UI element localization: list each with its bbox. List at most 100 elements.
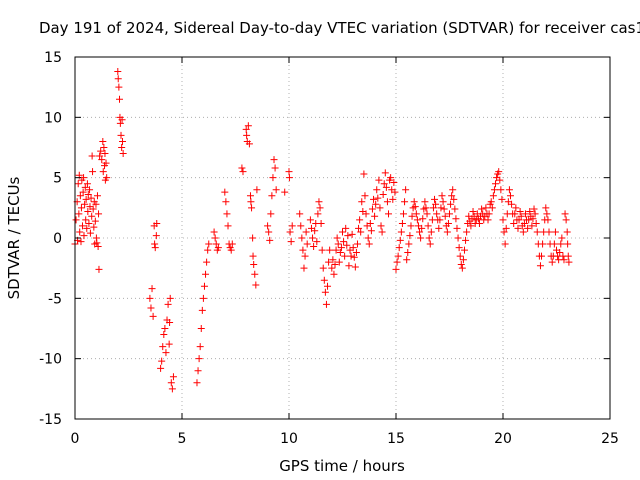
data-point xyxy=(250,261,258,269)
data-point xyxy=(443,228,451,236)
x-tick-labels: 0 5 10 15 20 25 xyxy=(71,431,619,447)
data-point xyxy=(82,195,90,203)
data-point xyxy=(264,222,272,230)
data-point xyxy=(356,216,364,224)
data-point xyxy=(223,210,231,218)
data-point xyxy=(316,204,324,212)
data-point xyxy=(529,215,537,223)
data-point xyxy=(93,239,101,247)
data-point xyxy=(210,228,218,236)
data-point xyxy=(314,210,322,218)
data-point xyxy=(345,262,353,270)
data-point xyxy=(228,240,236,248)
data-point xyxy=(335,258,343,266)
data-point xyxy=(118,144,126,151)
data-point xyxy=(432,200,440,208)
data-point xyxy=(526,207,534,215)
data-point xyxy=(268,192,276,200)
x-tick-label: 25 xyxy=(601,431,619,447)
data-point xyxy=(385,210,393,218)
data-point xyxy=(333,234,341,242)
data-point xyxy=(197,325,205,332)
data-point xyxy=(287,238,295,246)
data-point xyxy=(118,116,126,124)
data-point xyxy=(394,252,402,260)
data-point xyxy=(243,131,251,139)
data-point xyxy=(564,252,572,260)
data-point xyxy=(500,228,508,236)
data-point xyxy=(360,170,368,178)
data-point xyxy=(401,198,409,206)
data-point xyxy=(372,200,380,208)
data-point xyxy=(205,240,213,248)
data-point xyxy=(512,204,520,212)
data-point xyxy=(447,200,455,208)
data-point xyxy=(164,300,172,308)
data-point xyxy=(88,152,96,160)
data-point xyxy=(117,131,125,139)
data-point xyxy=(251,270,259,278)
data-point xyxy=(195,355,203,363)
data-point xyxy=(361,192,369,200)
data-point xyxy=(162,349,170,357)
data-point xyxy=(544,216,552,224)
data-point xyxy=(324,282,332,290)
data-point xyxy=(459,256,467,264)
data-point xyxy=(439,198,447,206)
data-point xyxy=(331,261,339,269)
data-point xyxy=(392,265,400,273)
data-point xyxy=(399,210,407,218)
data-point xyxy=(322,300,330,308)
data-point xyxy=(511,210,519,218)
data-point xyxy=(564,240,572,248)
data-point xyxy=(501,240,509,248)
data-point xyxy=(438,192,446,200)
data-point xyxy=(76,192,84,200)
data-point xyxy=(96,152,104,160)
data-point xyxy=(373,186,381,194)
data-point xyxy=(412,210,420,218)
data-point xyxy=(396,236,404,244)
data-point xyxy=(310,242,318,250)
data-point xyxy=(87,194,95,202)
data-point xyxy=(281,188,289,196)
data-point xyxy=(266,236,274,244)
data-point xyxy=(320,276,328,284)
data-point xyxy=(404,248,412,256)
data-point xyxy=(80,174,88,182)
data-point xyxy=(114,75,122,83)
data-point xyxy=(297,222,305,230)
data-point xyxy=(342,224,350,232)
data-point xyxy=(238,164,246,172)
data-point xyxy=(390,178,398,186)
data-point xyxy=(151,240,159,248)
data-point xyxy=(433,210,441,218)
data-point xyxy=(92,200,100,208)
data-point xyxy=(160,331,168,339)
data-point xyxy=(435,224,443,232)
data-point xyxy=(83,224,91,232)
data-point xyxy=(490,186,498,194)
data-point xyxy=(416,228,424,236)
data-point xyxy=(347,252,355,260)
y-tick-label: 15 xyxy=(44,50,62,66)
data-point xyxy=(402,186,410,194)
data-point xyxy=(300,264,308,272)
data-point xyxy=(93,192,101,200)
data-point xyxy=(452,215,460,223)
data-point xyxy=(458,264,466,272)
data-point xyxy=(543,210,551,218)
data-point xyxy=(325,258,333,266)
data-point xyxy=(352,248,360,256)
data-point xyxy=(81,200,89,208)
data-point xyxy=(248,204,256,212)
data-point xyxy=(285,174,293,182)
y-axis-label: SDTVAR / TECUs xyxy=(5,176,23,299)
data-point xyxy=(413,216,421,224)
data-point xyxy=(514,224,522,232)
data-point xyxy=(98,156,106,164)
data-point xyxy=(272,186,280,194)
data-point xyxy=(545,228,553,236)
y-tick-label: 0 xyxy=(53,231,62,247)
data-point xyxy=(72,216,80,224)
